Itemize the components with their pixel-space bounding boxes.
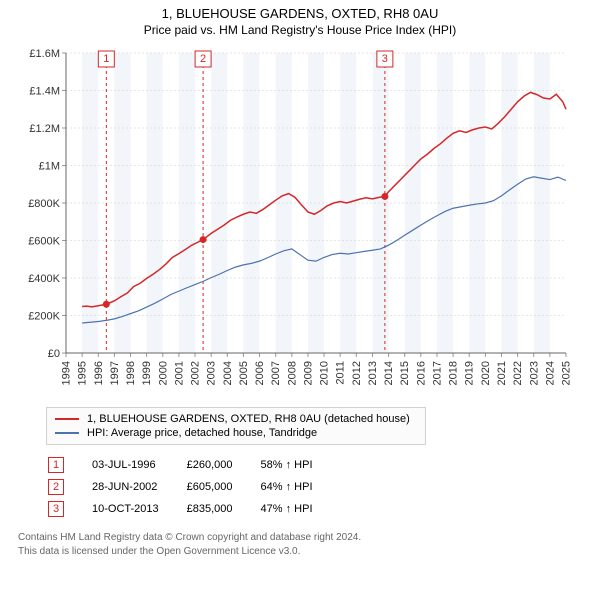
- sale-marker-num: 3: [382, 53, 388, 65]
- x-tick-label: 2014: [383, 361, 395, 385]
- x-tick-label: 2022: [512, 361, 524, 385]
- sale-price: £835,000: [187, 499, 259, 519]
- footer-line-1: Contains HM Land Registry data © Crown c…: [18, 531, 600, 545]
- y-tick-label: £1M: [39, 161, 60, 173]
- x-tick-label: 2007: [270, 361, 282, 385]
- x-tick-label: 2012: [351, 361, 363, 385]
- sale-price: £605,000: [187, 477, 259, 497]
- sale-marker-dot: [200, 236, 207, 243]
- x-tick-label: 2017: [431, 361, 443, 385]
- legend-row-hpi: HPI: Average price, detached house, Tand…: [55, 426, 417, 440]
- legend-swatch-blue: [55, 432, 79, 434]
- x-tick-label: 1996: [93, 361, 105, 385]
- sale-date: 10-OCT-2013: [92, 499, 185, 519]
- x-tick-label: 1997: [109, 361, 121, 385]
- attribution: Contains HM Land Registry data © Crown c…: [18, 531, 600, 558]
- sale-delta: 47% ↑ HPI: [261, 499, 339, 519]
- sale-row: 2 28-JUN-2002£605,00064% ↑ HPI: [48, 477, 339, 497]
- x-tick-label: 2000: [157, 361, 169, 385]
- x-tick-label: 2016: [415, 361, 427, 385]
- x-tick-label: 2005: [238, 361, 250, 385]
- x-tick-label: 2021: [496, 361, 508, 385]
- legend: 1, BLUEHOUSE GARDENS, OXTED, RH8 0AU (de…: [46, 407, 426, 445]
- x-tick-label: 2013: [367, 361, 379, 385]
- sale-price: £260,000: [187, 455, 259, 475]
- x-tick-label: 1995: [77, 361, 89, 385]
- x-tick-label: 1994: [61, 361, 73, 385]
- legend-label-property: 1, BLUEHOUSE GARDENS, OXTED, RH8 0AU (de…: [87, 413, 410, 425]
- legend-label-hpi: HPI: Average price, detached house, Tand…: [87, 427, 317, 439]
- legend-swatch-red: [55, 418, 79, 420]
- sale-row: 3 10-OCT-2013£835,00047% ↑ HPI: [48, 499, 339, 519]
- x-tick-label: 2011: [335, 361, 347, 385]
- x-tick-label: 2004: [222, 361, 234, 385]
- x-tick-label: 2015: [399, 361, 411, 385]
- x-tick-label: 2008: [286, 361, 298, 385]
- sale-num-box: 2: [48, 479, 64, 495]
- y-tick-label: £200K: [28, 311, 60, 323]
- sale-num-box: 1: [48, 457, 64, 473]
- legend-row-property: 1, BLUEHOUSE GARDENS, OXTED, RH8 0AU (de…: [55, 412, 417, 426]
- x-tick-label: 2002: [190, 361, 202, 385]
- x-tick-label: 2023: [528, 361, 540, 385]
- x-tick-label: 2019: [464, 361, 476, 385]
- sale-marker-num: 2: [200, 53, 206, 65]
- y-tick-label: £0: [48, 348, 60, 360]
- sale-marker-num: 1: [103, 53, 109, 65]
- sale-date: 03-JUL-1996: [92, 455, 185, 475]
- sale-delta: 64% ↑ HPI: [261, 477, 339, 497]
- x-tick-label: 2024: [544, 361, 556, 385]
- y-tick-label: £1.4M: [29, 86, 60, 98]
- y-tick-label: £600K: [28, 236, 60, 248]
- sale-date: 28-JUN-2002: [92, 477, 185, 497]
- y-tick-label: £1.6M: [29, 48, 60, 60]
- x-tick-label: 2001: [173, 361, 185, 385]
- chart-title: 1, BLUEHOUSE GARDENS, OXTED, RH8 0AU: [0, 6, 600, 21]
- x-tick-label: 2025: [561, 361, 573, 385]
- x-tick-label: 1999: [141, 361, 153, 385]
- chart-svg: £0 £200K £400K £600K £800K £1M £1.2M £1.4M £1.6M…: [20, 43, 580, 403]
- x-tick-label: 2010: [319, 361, 331, 385]
- footer-line-2: This data is licensed under the Open Gov…: [18, 545, 600, 559]
- y-tick-label: £1.2M: [29, 123, 60, 135]
- chart-subtitle: Price paid vs. HM Land Registry's House …: [0, 23, 600, 37]
- x-tick-label: 2020: [480, 361, 492, 385]
- sales-table: 1 03-JUL-1996£260,00058% ↑ HPI 2 28-JUN-200…: [46, 453, 341, 521]
- x-tick-label: 2003: [206, 361, 218, 385]
- chart-area: £0 £200K £400K £600K £800K £1M £1.2M £1.4M £1.6M…: [20, 43, 580, 403]
- sale-marker-dot: [103, 301, 110, 308]
- sale-delta: 58% ↑ HPI: [261, 455, 339, 475]
- y-tick-label: £400K: [28, 273, 60, 285]
- x-tick-label: 2009: [302, 361, 314, 385]
- sale-row: 1 03-JUL-1996£260,00058% ↑ HPI: [48, 455, 339, 475]
- sale-num-box: 3: [48, 501, 64, 517]
- sale-marker-dot: [381, 193, 388, 200]
- x-tick-label: 2018: [448, 361, 460, 385]
- x-tick-label: 1998: [125, 361, 137, 385]
- x-tick-label: 2006: [254, 361, 266, 385]
- y-tick-label: £800K: [28, 198, 60, 210]
